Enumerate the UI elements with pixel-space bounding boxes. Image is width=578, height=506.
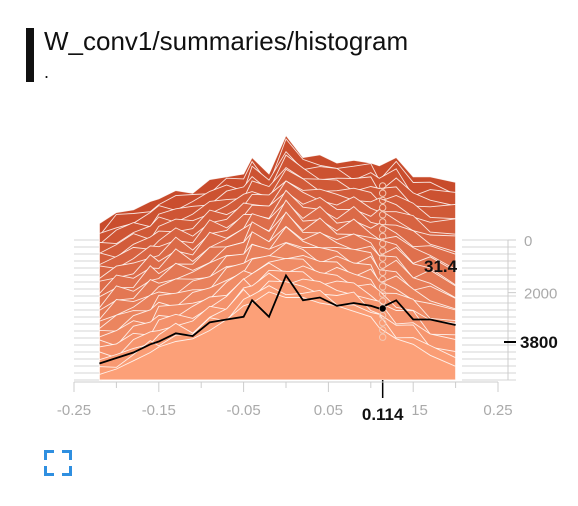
hover-guide-circle — [378, 218, 387, 226]
hover-guide-circle — [378, 247, 387, 255]
title-accent-bar — [26, 28, 34, 82]
hover-guide-circle — [378, 268, 387, 277]
hover-guide-circle — [378, 232, 387, 241]
hover-x-label: 0.114 — [362, 405, 404, 424]
hover-guide-circle — [378, 196, 387, 205]
card-title: W_conv1/summaries/histogram — [44, 26, 409, 56]
hover-guide-circle — [378, 254, 387, 262]
hover-guide-circle — [378, 283, 387, 291]
fullscreen-button[interactable] — [44, 450, 72, 476]
x-axis-tick-label: -0.25 — [57, 402, 91, 419]
hover-guide-circle — [378, 275, 387, 284]
hover-guide-circle — [378, 319, 387, 327]
x-axis-tick-label: 0.05 — [314, 402, 343, 419]
hover-guide-circle — [378, 333, 387, 341]
hover-x-label-bg — [352, 398, 413, 424]
hover-step-label: 3800 — [520, 333, 558, 352]
hover-guide-circle — [378, 261, 387, 269]
hover-guide-circle — [378, 297, 387, 305]
hover-count-label: 31.4 — [424, 257, 458, 276]
x-axis-tick-label: -0.05 — [226, 402, 260, 419]
hover-guide-circle — [378, 225, 387, 233]
hover-guide-circle — [378, 326, 387, 334]
hover-guide-circle — [378, 239, 387, 248]
card-subtitle: . — [44, 62, 50, 82]
hover-guide-circle — [378, 189, 387, 197]
x-axis-tick-label: -0.15 — [142, 402, 176, 419]
hover-guide-circle — [378, 182, 387, 190]
y-axis-tick-label: 2000 — [524, 286, 557, 303]
hover-guide-circle — [378, 311, 387, 320]
hover-guide-circle — [378, 290, 387, 298]
y-axis-tick-label: 0 — [524, 233, 532, 250]
hover-guide-circle — [378, 203, 387, 212]
hover-point — [379, 305, 386, 312]
hover-guide-circle — [378, 211, 387, 219]
x-axis-tick-label: 0.25 — [483, 402, 512, 419]
